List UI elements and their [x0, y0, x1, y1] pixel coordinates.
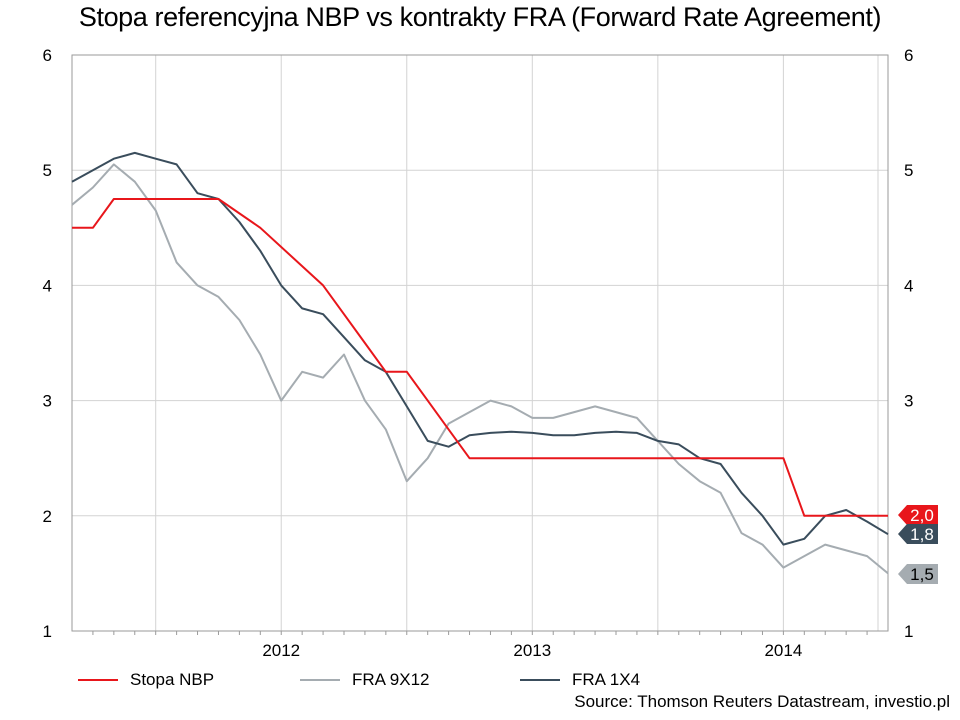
- plot-frame: [71, 54, 889, 632]
- legend-label: Stopa NBP: [130, 670, 215, 689]
- end-badge-label: 1,8: [910, 525, 934, 544]
- end-badge-shape: [898, 505, 938, 525]
- y-tick-label-right: 6: [904, 46, 913, 65]
- source-note: Source: Thomson Reuters Datastream, inve…: [574, 692, 950, 711]
- series-line-fra-9x12: [71, 163, 889, 575]
- end-badge: 1,5: [898, 564, 938, 584]
- y-tick-label-right: 4: [904, 276, 913, 295]
- y-tick-label-right: 5: [904, 161, 913, 180]
- y-tick-label-left: 5: [43, 161, 52, 180]
- legend-item-stopa-nbp: Stopa NBP: [78, 668, 214, 692]
- legend-swatch: [520, 679, 560, 681]
- end-badge-shape: [898, 524, 938, 544]
- end-value-badges: 2,01,8 1,5: [898, 505, 938, 584]
- end-badge: 1,8: [898, 524, 938, 544]
- x-tick-label: 2012: [262, 641, 300, 660]
- y-tick-label-left: 1: [43, 622, 52, 641]
- y-tick-label-left: 3: [43, 392, 52, 411]
- legend-label: FRA 1X4: [572, 670, 641, 689]
- end-badge-label: 1,5: [910, 565, 934, 584]
- axes: 112233445566201220132014: [43, 46, 914, 660]
- legend-label: FRA 9X12: [352, 670, 430, 689]
- y-tick-label-right: 1: [904, 622, 913, 641]
- series-lines: [71, 151, 889, 575]
- y-tick-label-left: 2: [43, 507, 52, 526]
- chart-title: Stopa referencyjna NBP vs kontrakty FRA …: [78, 2, 882, 32]
- series-line-stopa-nbp: [72, 198, 888, 517]
- gridlines: [72, 54, 888, 632]
- y-tick-label-left: 4: [43, 276, 52, 295]
- end-badge-label: 2,0: [910, 506, 934, 525]
- legend-item-fra-1x4: FRA 1X4: [520, 668, 640, 692]
- end-badge-shape: [898, 564, 938, 584]
- x-tick-label: 2013: [513, 641, 551, 660]
- legend-swatch: [78, 679, 118, 681]
- y-tick-label-left: 6: [43, 46, 52, 65]
- legend-swatch: [300, 679, 340, 681]
- end-badge: 2,0: [898, 505, 938, 525]
- legend-item-fra-9x12: FRA 9X12: [300, 668, 430, 692]
- series-line-fra-1x4: [71, 151, 889, 546]
- y-tick-label-right: 3: [904, 392, 913, 411]
- x-tick-label: 2014: [764, 641, 802, 660]
